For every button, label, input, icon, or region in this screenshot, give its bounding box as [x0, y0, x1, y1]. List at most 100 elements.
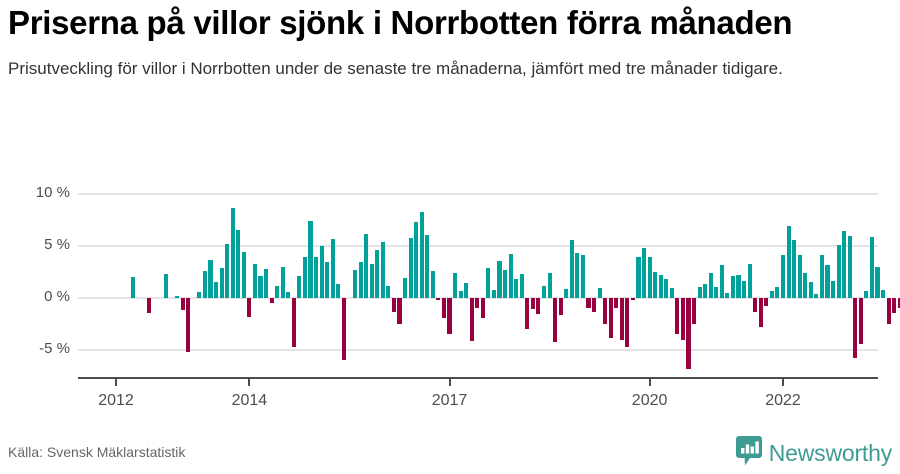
bar	[836, 244, 841, 298]
bar	[291, 298, 296, 347]
bar	[686, 298, 691, 369]
bar	[419, 211, 424, 298]
bar	[308, 221, 313, 298]
bar	[736, 275, 741, 298]
bar	[425, 234, 430, 298]
bar	[653, 272, 658, 298]
bar	[491, 289, 496, 298]
bar	[847, 235, 852, 298]
bar	[675, 298, 680, 335]
bar	[747, 263, 752, 298]
bar	[497, 260, 502, 298]
x-axis-tick-label: 2012	[98, 392, 134, 409]
bar	[247, 298, 252, 317]
bar	[469, 298, 474, 341]
gridline	[78, 297, 878, 299]
bar	[630, 298, 635, 301]
bar	[286, 291, 291, 298]
bar	[780, 255, 786, 298]
bar	[230, 207, 235, 298]
bar	[641, 248, 647, 298]
bar	[580, 255, 585, 298]
bar	[330, 238, 335, 298]
bar	[302, 257, 308, 298]
bar	[792, 239, 797, 298]
bar	[297, 276, 302, 298]
bar	[730, 276, 736, 298]
bar	[764, 298, 769, 307]
bar	[881, 289, 886, 298]
bar	[536, 298, 541, 314]
bar	[558, 298, 563, 315]
chart-subtitle: Prisutveckling för villor i Norrbotten u…	[8, 59, 783, 78]
bar	[586, 298, 591, 309]
bar	[742, 281, 747, 298]
bar	[703, 284, 708, 298]
bar	[541, 285, 547, 298]
bar	[591, 298, 597, 312]
bar	[314, 257, 319, 298]
bar	[269, 298, 274, 304]
bar	[280, 266, 285, 298]
bar	[175, 295, 180, 298]
bar	[858, 298, 863, 344]
bar	[603, 298, 608, 324]
bar	[408, 237, 413, 298]
bar	[853, 298, 858, 359]
bar	[475, 298, 480, 309]
bar	[619, 298, 624, 340]
bar	[803, 273, 808, 298]
bar	[275, 285, 280, 298]
x-axis-line	[78, 377, 878, 379]
bar	[825, 264, 830, 298]
y-axis-tick-label: 10 %	[35, 184, 70, 201]
bar	[219, 267, 224, 298]
bar	[819, 255, 824, 298]
bar	[180, 298, 185, 311]
bar	[569, 239, 574, 298]
gridline	[78, 349, 878, 351]
chart-header: Priserna på villor sjönk i Norrbotten fö…	[8, 4, 892, 82]
bar	[886, 298, 891, 324]
bar	[547, 273, 552, 298]
bar	[842, 231, 847, 298]
bar	[391, 298, 396, 312]
y-axis-tick-label: 5 %	[44, 236, 70, 253]
bar	[636, 257, 641, 298]
bar	[753, 298, 758, 312]
bar	[503, 269, 508, 298]
bar	[647, 257, 652, 298]
bar	[352, 269, 358, 298]
bar	[769, 290, 774, 298]
bar	[441, 298, 446, 318]
bar	[597, 287, 602, 298]
bar	[130, 277, 135, 298]
bar	[319, 246, 324, 298]
bar	[758, 298, 763, 328]
bar	[614, 298, 619, 309]
bar	[264, 268, 269, 298]
bar	[725, 292, 730, 298]
bar	[464, 283, 469, 298]
bar	[564, 288, 569, 298]
bar	[252, 263, 257, 298]
x-axis-tick-label: 2014	[231, 392, 268, 409]
bar	[864, 290, 869, 298]
page-title: Priserna på villor sjönk i Norrbotten fö…	[8, 4, 793, 41]
bar	[358, 261, 363, 298]
gridline	[78, 193, 878, 195]
bar	[436, 298, 441, 301]
bar	[719, 264, 724, 298]
bar	[447, 298, 452, 335]
bar	[530, 298, 535, 310]
bar	[414, 222, 419, 298]
bar	[375, 250, 380, 298]
bar	[208, 259, 213, 298]
bar	[380, 241, 385, 298]
brand-logo[interactable]: Newsworthy	[735, 436, 892, 471]
bar	[797, 255, 802, 298]
bar	[519, 274, 524, 298]
bar	[608, 298, 613, 338]
bar	[341, 298, 346, 361]
